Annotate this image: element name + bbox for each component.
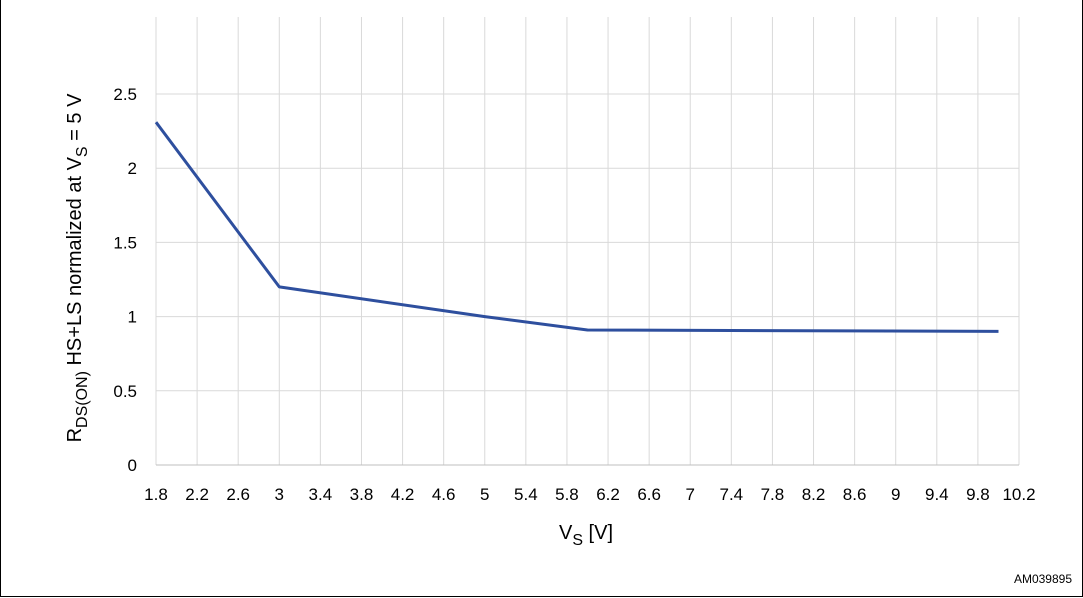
x-tick-label: 9.8 — [966, 485, 990, 504]
x-tick-label: 8.2 — [802, 485, 826, 504]
x-tick-label: 6.6 — [637, 485, 661, 504]
x-tick-label: 9 — [891, 485, 900, 504]
x-tick-label: 5.4 — [514, 485, 538, 504]
x-tick-label: 7 — [686, 485, 695, 504]
y-tick-label: 1 — [128, 308, 137, 327]
x-tick-label: 6.2 — [596, 485, 620, 504]
x-tick-label: 4.2 — [391, 485, 415, 504]
vertical-gridlines — [155, 17, 1020, 465]
y-tick-label: 0.5 — [113, 382, 137, 401]
x-tick-label: 10.2 — [1002, 485, 1035, 504]
x-tick-label: 2.2 — [185, 485, 209, 504]
horizontal-gridlines — [156, 93, 1019, 392]
y-tick-label: 2.5 — [113, 85, 137, 104]
y-axis-title: RDS(ON) HS+LS normalized at VS = 5 V — [64, 93, 91, 442]
y-tick-label: 2 — [128, 159, 137, 178]
x-tick-label: 7.8 — [761, 485, 785, 504]
x-tick-label: 1.8 — [144, 485, 168, 504]
y-tick-label: 1.5 — [113, 233, 137, 252]
x-tick-label: 3.8 — [350, 485, 374, 504]
x-tick-label: 2.6 — [226, 485, 250, 504]
x-tick-labels: 1.8 2.2 2.6 3 3.4 3.8 4.2 4.6 5 5.4 5.8 6.2 6.6 7 7.4 7… — [144, 485, 1035, 504]
x-tick-label: 5.8 — [555, 485, 579, 504]
x-tick-label: 9.4 — [925, 485, 949, 504]
figure-code: AM039895 — [1013, 572, 1072, 586]
x-tick-label: 5 — [480, 485, 489, 504]
y-tick-labels: 0 0.5 1 1.5 2 2.5 — [113, 85, 137, 475]
series-line — [154, 121, 999, 333]
x-tick-label: 8.6 — [843, 485, 867, 504]
x-tick-label: 4.6 — [432, 485, 456, 504]
x-axis-title: VS [V] — [559, 522, 613, 549]
x-tick-label: 3.4 — [309, 485, 333, 504]
x-tick-label: 7.4 — [720, 485, 744, 504]
series-layer — [154, 121, 999, 333]
x-tick-label: 3 — [275, 485, 284, 504]
y-tick-label: 0 — [128, 456, 137, 475]
